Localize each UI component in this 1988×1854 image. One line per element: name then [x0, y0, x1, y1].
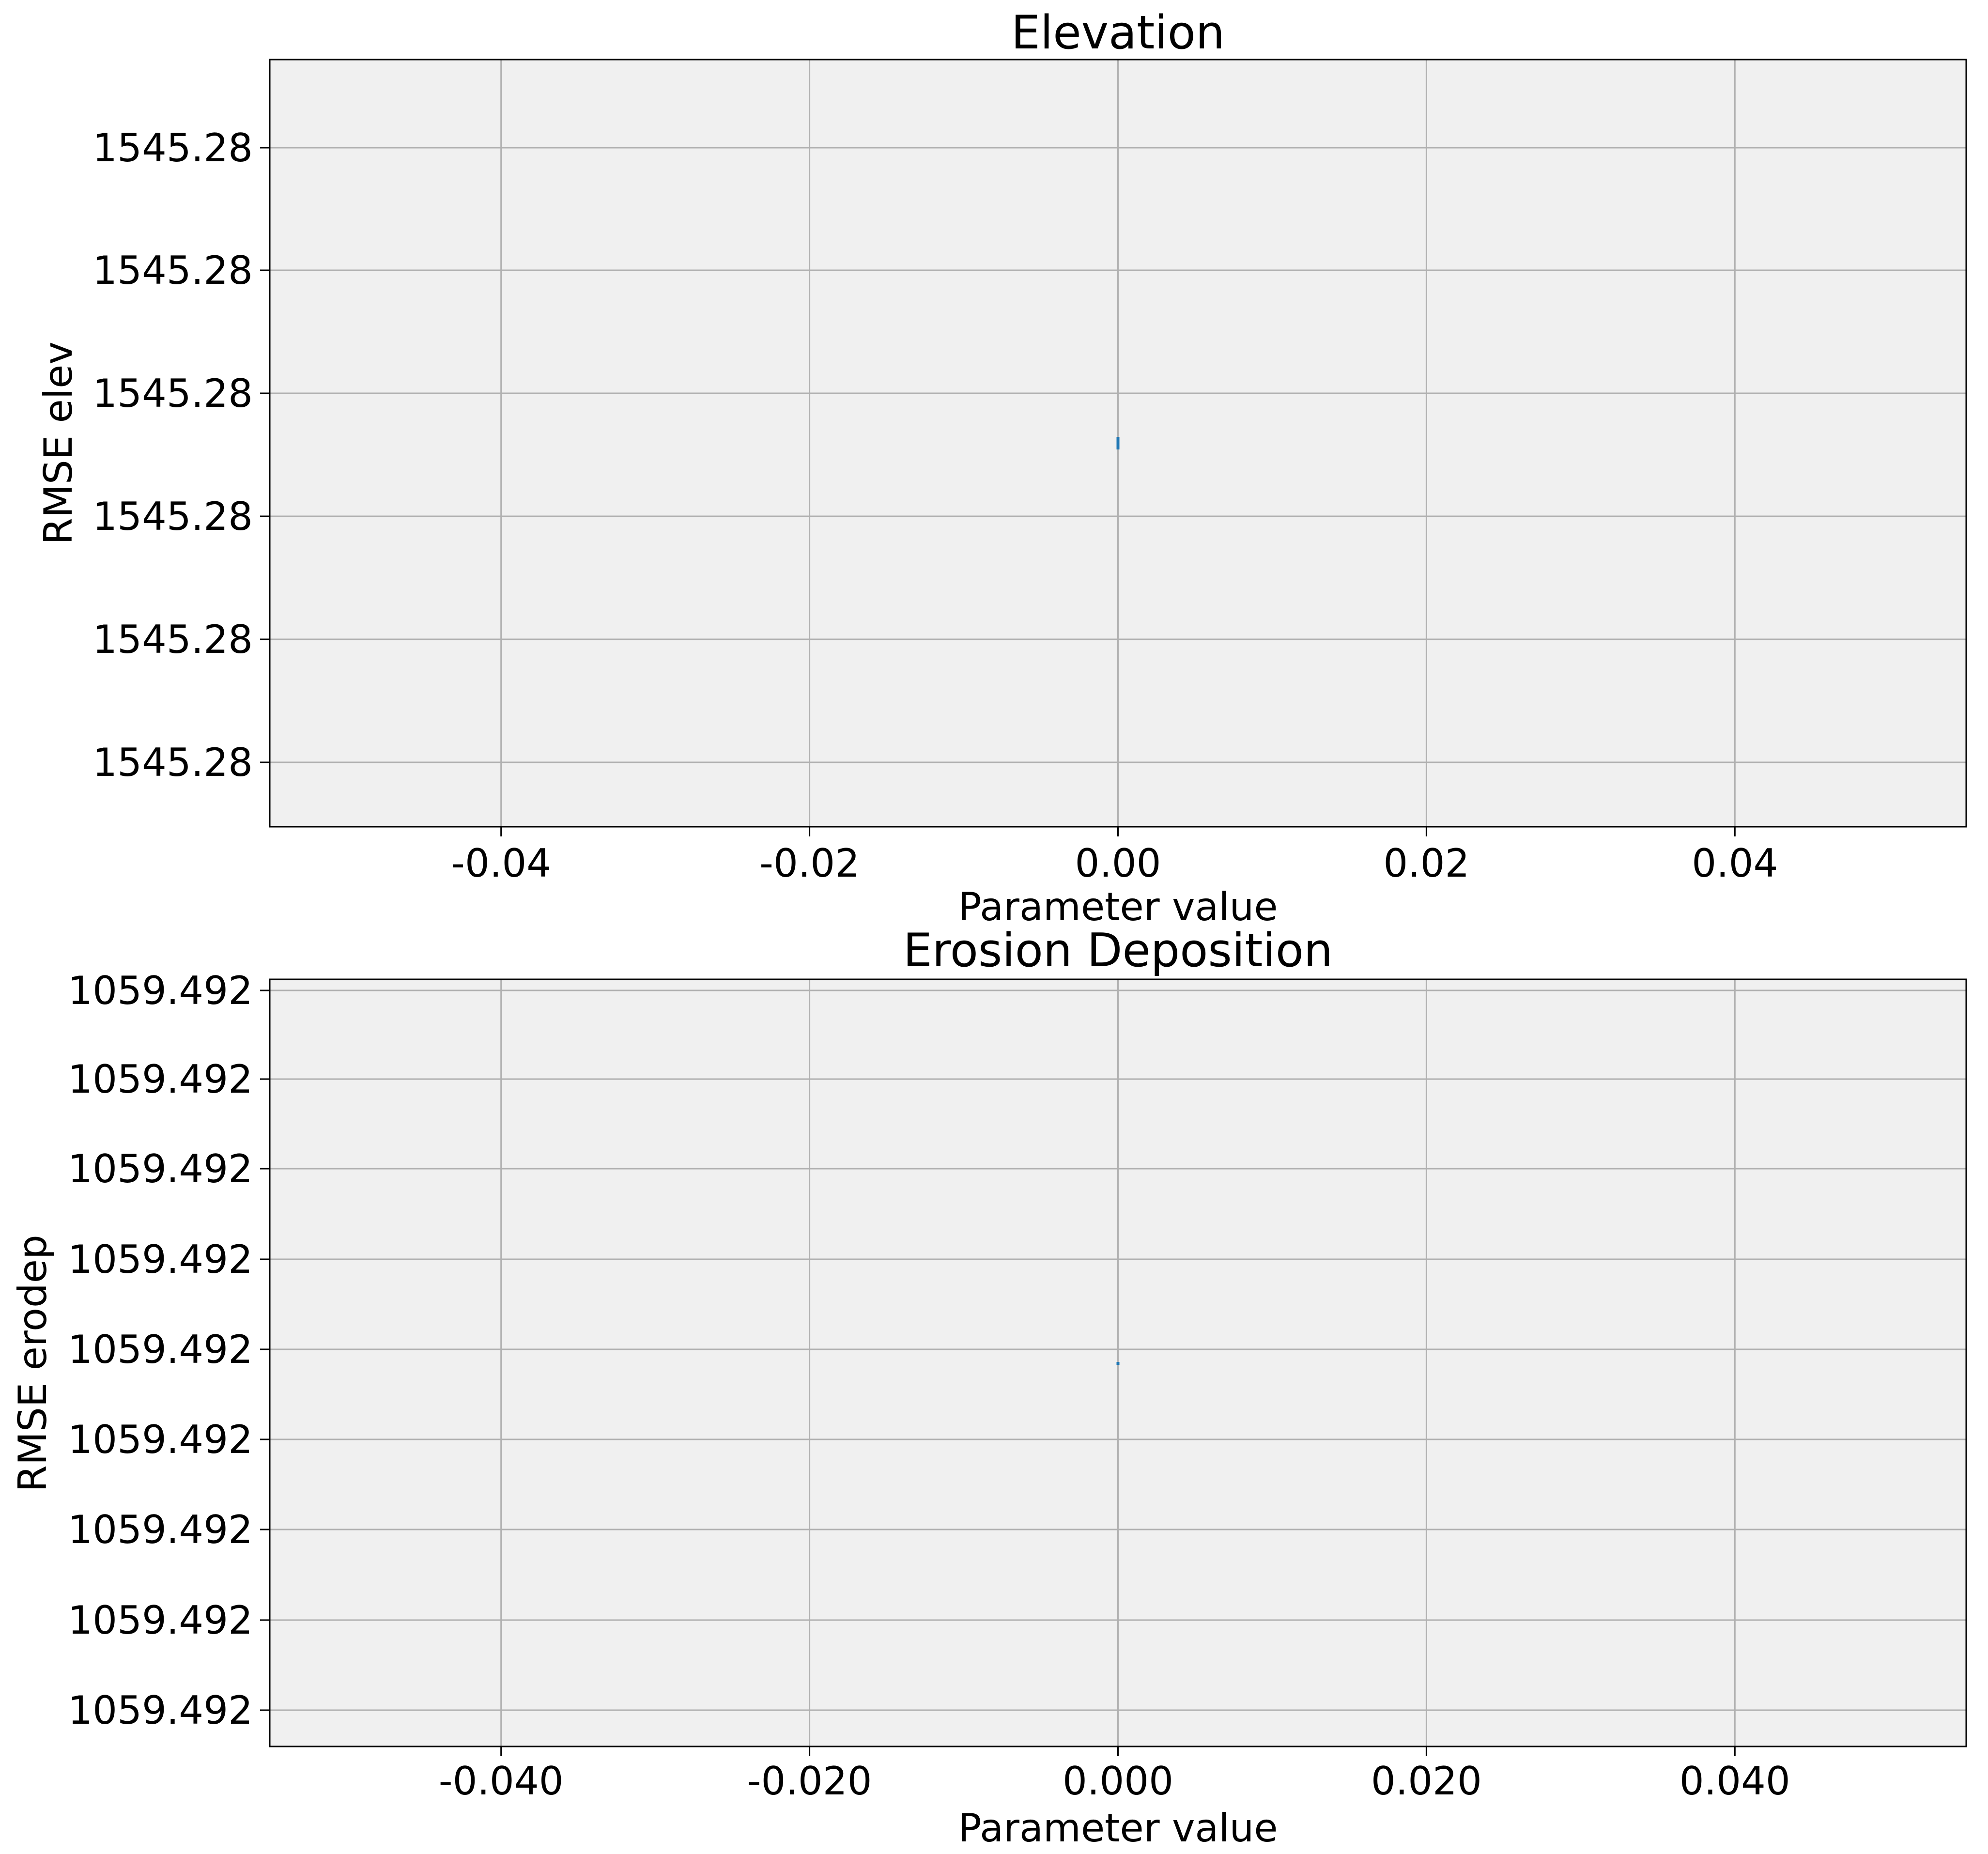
x-tick-label: 0.00 [1075, 841, 1161, 886]
y-tick-label: 1545.28 [92, 617, 253, 662]
chart-panel-1: -0.04 -0.02 0.00 0.02 0.04 1545.28 1545.28 1545… [36, 6, 1967, 929]
y-axis-label: RMSE elev [36, 341, 81, 544]
x-axis-label: Parameter value [958, 1806, 1278, 1851]
y-tick-label: 1059.492 [68, 1327, 253, 1372]
y-tick-label: 1059.492 [68, 1057, 253, 1102]
y-tick-label: 1545.28 [92, 494, 253, 539]
y-tick-label: 1059.492 [68, 1507, 253, 1552]
y-tick-label: 1059.492 [68, 1598, 253, 1643]
y-tick-label: 1545.28 [92, 740, 253, 785]
x-tick-label: 0.02 [1383, 841, 1469, 886]
chart-title: Elevation [1011, 6, 1225, 60]
y-tick-label: 1545.28 [92, 371, 253, 416]
y-tick-label: 1059.492 [68, 1688, 253, 1733]
x-tick-label: -0.040 [439, 1759, 564, 1804]
y-tick-label: 1059.492 [68, 1146, 253, 1191]
x-tick-label: -0.020 [747, 1759, 872, 1804]
y-tick-label: 1545.28 [92, 248, 253, 293]
y-tick-label: 1545.28 [92, 125, 253, 170]
x-tick-label: 0.000 [1063, 1759, 1173, 1804]
data-point [1116, 437, 1120, 449]
y-axis-label: RMSE erodep [10, 1235, 55, 1492]
x-tick-label: 0.020 [1371, 1759, 1482, 1804]
x-tick-label: 0.040 [1680, 1759, 1790, 1804]
x-axis-label: Parameter value [958, 884, 1278, 929]
y-tick-label: 1059.492 [68, 968, 253, 1013]
y-tick-label: 1059.492 [68, 1417, 253, 1462]
x-tick-label: 0.04 [1692, 841, 1778, 886]
data-point [1116, 1362, 1120, 1365]
y-tick-label: 1059.492 [68, 1237, 253, 1282]
chart-title: Erosion Deposition [903, 924, 1333, 977]
chart-panel-2: -0.040 -0.020 0.000 0.020 0.040 1059.492 1059.… [10, 924, 1967, 1851]
x-tick-label: -0.04 [451, 841, 551, 886]
x-tick-label: -0.02 [759, 841, 860, 886]
